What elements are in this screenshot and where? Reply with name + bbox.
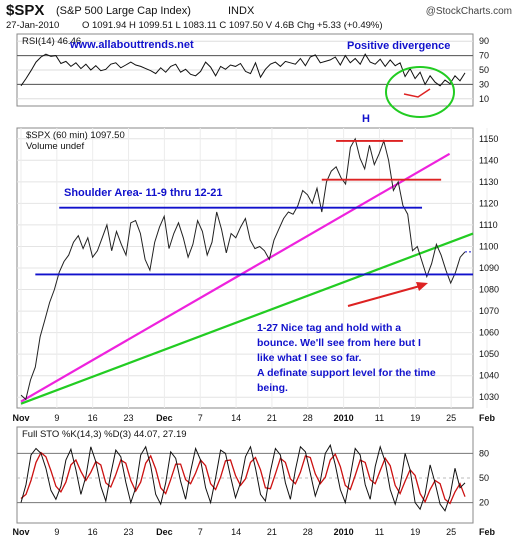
sto-x-tick-label: 28 bbox=[303, 527, 313, 537]
note-line-3: like what I see so far. bbox=[257, 352, 362, 364]
sto-legend: Full STO %K(14,3) %D(3) 44.07, 27.19 bbox=[22, 429, 187, 440]
sto-tick-label: 80 bbox=[479, 448, 489, 458]
note-annotation: 1-27 Nice tag and hold with a bounce. We… bbox=[257, 322, 436, 394]
sto-x-tick-label: 2010 bbox=[334, 527, 354, 537]
sto-panel: 20 50 80 Full STO %K(14,3) %D(3) 44.07, 27… bbox=[12, 426, 495, 537]
website-annotation: www.allabouttrends.net bbox=[69, 39, 194, 51]
price-tick-label: 1120 bbox=[479, 198, 498, 208]
rsi-axis: 10 30 50 70 90 bbox=[479, 36, 489, 104]
sto-x-tick-label: 16 bbox=[88, 527, 98, 537]
price-tick-label: 1070 bbox=[479, 306, 499, 316]
sto-axis: 20 50 80 bbox=[479, 448, 489, 507]
sto-x-tick-label: 9 bbox=[54, 527, 59, 537]
trendline-green bbox=[20, 232, 474, 405]
price-x-tick-label: Nov bbox=[12, 413, 29, 423]
price-line bbox=[20, 137, 466, 401]
price-tick-label: 1110 bbox=[479, 220, 498, 230]
price-x-tick-label: 11 bbox=[375, 413, 384, 423]
price-legend: $SPX (60 min) 1097.50 bbox=[26, 130, 125, 141]
level-lines bbox=[35, 140, 473, 276]
shoulder-area-label: Shoulder Area- 11-9 thru 12-21 bbox=[64, 187, 223, 199]
divergence-ellipse bbox=[385, 66, 455, 118]
sto-x-tick-label: 23 bbox=[124, 527, 134, 537]
price-panel: 1030104010501060107010801090110011101120… bbox=[12, 113, 499, 423]
price-x-tick-label: 2010 bbox=[334, 413, 354, 423]
exchange-label: INDX bbox=[228, 5, 255, 17]
rsi-tick-label: 30 bbox=[479, 79, 489, 89]
sto-tick-label: 20 bbox=[479, 498, 489, 508]
rsi-tick-label: 50 bbox=[479, 65, 489, 75]
trendline-magenta bbox=[20, 152, 451, 403]
support-arrow bbox=[347, 282, 428, 307]
sto-x-tick-label: 7 bbox=[198, 527, 203, 537]
sto-x-tick-label: 25 bbox=[446, 527, 456, 537]
price-x-tick-label: 25 bbox=[446, 413, 456, 423]
price-x-tick-label: 23 bbox=[124, 413, 134, 423]
price-x-tick-label: 28 bbox=[303, 413, 313, 423]
price-x-tick-label: 7 bbox=[198, 413, 203, 423]
price-tick-label: 1140 bbox=[479, 155, 498, 165]
copyright-label: @StockCharts.com bbox=[426, 6, 512, 17]
divergence-annotation: Positive divergence bbox=[347, 40, 450, 52]
price-tick-label: 1030 bbox=[479, 392, 499, 402]
note-line-5: being. bbox=[257, 382, 288, 394]
sto-x-tick-label: 21 bbox=[267, 527, 277, 537]
price-x-tick-label: 19 bbox=[410, 413, 420, 423]
sto-d-line bbox=[20, 451, 466, 505]
rsi-tick-label: 10 bbox=[479, 94, 489, 104]
price-x-tick-label: Dec bbox=[156, 413, 173, 423]
price-x-tick-label: Feb bbox=[479, 413, 496, 423]
sto-x-tick-label: 19 bbox=[410, 527, 420, 537]
sto-tick-label: 50 bbox=[479, 473, 489, 483]
sto-k-line bbox=[20, 443, 466, 512]
price-tick-label: 1130 bbox=[479, 177, 498, 187]
note-line-4: A definate support level for the time bbox=[257, 367, 436, 379]
note-line-2: bounce. We'll see from here but I bbox=[257, 337, 421, 349]
price-tick-label: 1080 bbox=[479, 285, 499, 295]
price-tick-label: 1040 bbox=[479, 371, 499, 381]
rsi-legend: RSI(14) 46.46 bbox=[22, 36, 81, 47]
symbol-name: (S&P 500 Large Cap Index) bbox=[56, 5, 191, 17]
trend-lines bbox=[20, 152, 474, 405]
sto-x-tick-label: Feb bbox=[479, 527, 496, 537]
price-tick-label: 1060 bbox=[479, 328, 499, 338]
price-tick-label: 1100 bbox=[479, 241, 498, 251]
sto-x-tick-label: Dec bbox=[156, 527, 173, 537]
price-x-tick-label: 14 bbox=[231, 413, 241, 423]
sto-x-tick-label: 11 bbox=[375, 527, 384, 537]
sto-x-tick-label: Nov bbox=[12, 527, 29, 537]
date-label: 27-Jan-2010 bbox=[6, 20, 59, 31]
price-tick-label: 1090 bbox=[479, 263, 499, 273]
volume-legend: Volume undef bbox=[26, 141, 84, 152]
price-x-tick-label: 21 bbox=[267, 413, 277, 423]
head-label: H bbox=[362, 113, 370, 125]
sto-x-tick-label: 14 bbox=[231, 527, 241, 537]
price-axis: 1030 1040 1050 1060 1070 1080 1090 1100 1110 1120… bbox=[479, 134, 499, 402]
rsi-divergence-line bbox=[403, 88, 431, 98]
sto-panel-frame bbox=[16, 426, 474, 524]
rsi-panel: 10 30 50 70 90 RSI(14) 46.46 www.allabouttre… bbox=[16, 33, 489, 118]
rsi-grid bbox=[17, 40, 473, 100]
rsi-tick-label: 70 bbox=[479, 51, 489, 61]
price-x-axis: Nov 9 16 23 Dec 7 14 21 28 2010 11 19 25 Feb bbox=[12, 413, 495, 423]
sto-x-axis: Nov 9 16 23 Dec 7 14 21 28 2010 11 19 25 Feb bbox=[12, 527, 495, 537]
price-x-tick-label: 9 bbox=[54, 413, 59, 423]
price-tick-label: 1050 bbox=[479, 349, 499, 359]
quote-label: O 1091.94 H 1099.51 L 1083.11 C 1097.50 … bbox=[82, 20, 383, 31]
price-tick-label: 1150 bbox=[479, 134, 498, 144]
symbol-title: $SPX bbox=[6, 2, 44, 19]
price-grid bbox=[17, 128, 488, 408]
price-x-tick-label: 16 bbox=[88, 413, 98, 423]
rsi-line bbox=[20, 53, 466, 87]
note-line-1: 1-27 Nice tag and hold with a bbox=[257, 322, 401, 334]
rsi-tick-label: 90 bbox=[479, 36, 489, 46]
